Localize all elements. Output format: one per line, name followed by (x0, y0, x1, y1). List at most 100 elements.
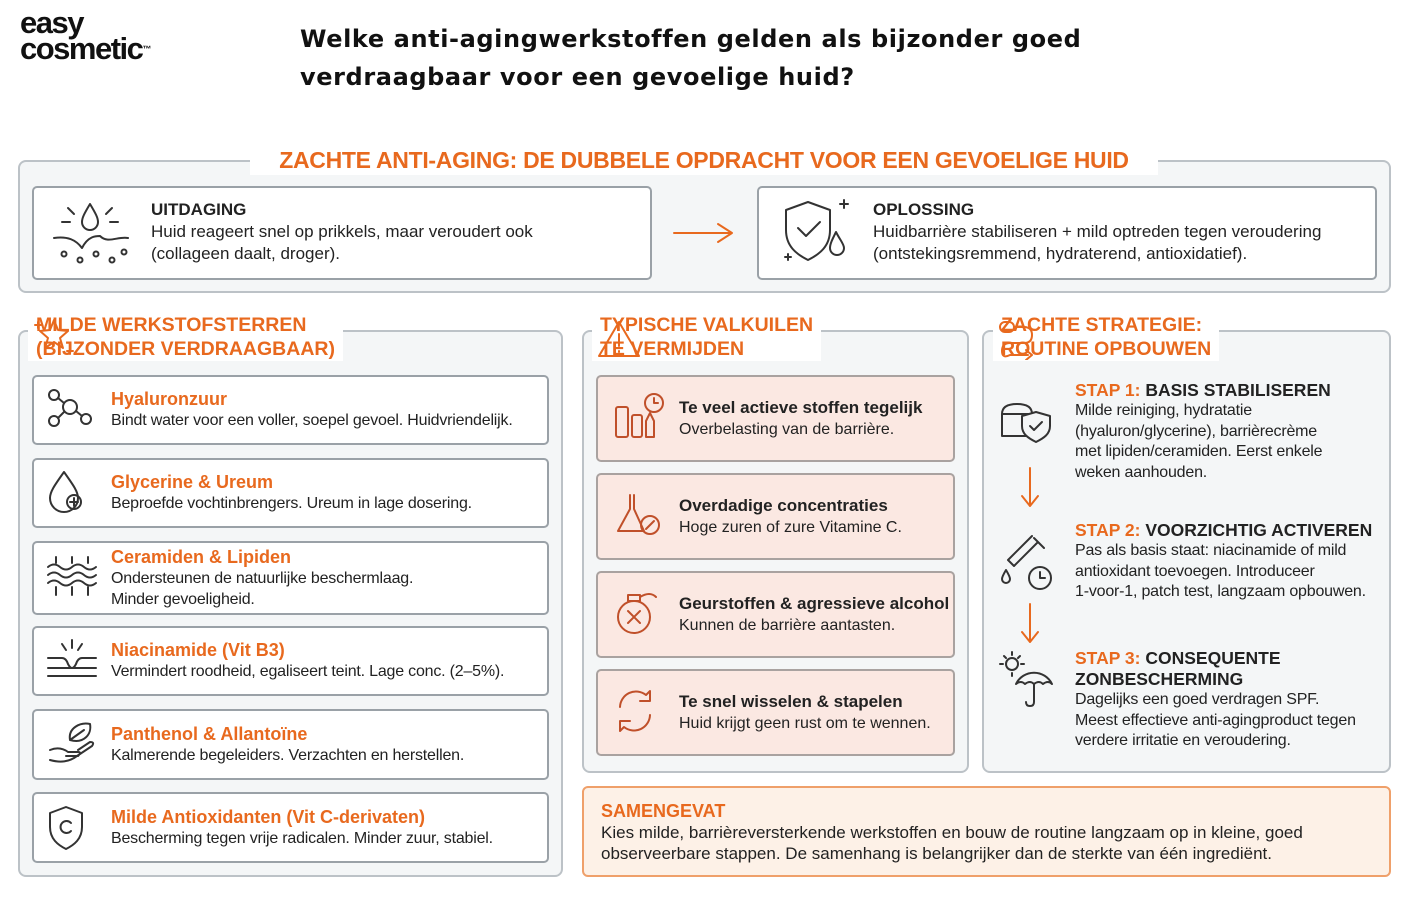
section-heading-line: TE VERMIJDEN (600, 338, 745, 360)
icon (1021, 467, 1039, 507)
icon-part (673, 223, 733, 243)
icon (49, 805, 83, 850)
icon (784, 199, 849, 261)
icon (999, 321, 1033, 360)
icon (673, 223, 733, 243)
pitfall-title: Geurstoffen & agressieve alcohol (679, 593, 950, 613)
icon-part (615, 406, 629, 438)
icon (47, 639, 97, 677)
icon-part (829, 231, 845, 256)
star-text: Vermindert roodheid, egaliseert teint. L… (111, 663, 505, 680)
star-name: Hyaluronzuur (111, 389, 228, 409)
section-heading-line: MILDE WERKSTOFSTERREN (36, 314, 307, 336)
step: STAP 2: VOORZICHTIG ACTIVEREN Pas als bas… (1075, 520, 1372, 603)
section-heading-line: TYPISCHE VALKUILEN (600, 314, 814, 336)
pitfall-text: Kunnen de barrière aantasten. (679, 616, 896, 634)
step-text: Pas als basis staat: niacinamide of mild (1075, 542, 1347, 559)
icon-part (627, 593, 657, 624)
section-heading-line: ZACHTE STRATEGIE: (1001, 314, 1203, 336)
pitfall-text: Overbelasting van de barrière. (679, 420, 895, 438)
step-title: STAP 3: CONSEQUENTE (1075, 648, 1356, 669)
summary-line: observeerbare stappen. De samenhang is b… (601, 844, 1272, 863)
icon-part (47, 667, 97, 677)
star-card: Milde Antioxidanten (Vit C-derivaten) Bes… (32, 792, 549, 863)
icon (49, 471, 82, 513)
step-text: weken aanhouden. (1075, 463, 1208, 481)
icon-part (1039, 571, 1046, 579)
icon-part (66, 494, 82, 510)
icon-part (1021, 603, 1039, 643)
question-line: verdraagbaar voor een gevoelige huid? (300, 63, 855, 91)
step-title: ZONBESCHERMING (1075, 669, 1356, 690)
solution-heading: OPLOSSING (873, 200, 975, 219)
icon-part (48, 389, 60, 401)
icon (53, 203, 129, 264)
challenge-text: UITDAGING Huid reageert snel op prikkels,… (151, 199, 533, 265)
icon-part (53, 235, 129, 249)
question-line: Welke anti-agingwerkstoffen gelden als b… (300, 25, 1082, 53)
icon-part (1015, 671, 1053, 707)
question: Welke anti-agingwerkstoffen gelden als b… (300, 20, 1081, 96)
step: STAP 3: CONSEQUENTE ZONBESCHERMING Dagelij… (1075, 648, 1356, 752)
challenge-line: (collageen daalt, droger). (151, 244, 341, 263)
star-name: Glycerine & Ureum (111, 472, 274, 492)
icon-part (645, 520, 655, 530)
icon-part (49, 471, 79, 513)
step-title: STAP 2: VOORZICHTIG ACTIVEREN (1075, 520, 1372, 541)
logo-mark: ™ (142, 44, 152, 54)
star-name: Panthenol & Allantoïne (111, 723, 308, 744)
challenge-heading: UITDAGING (151, 200, 247, 219)
star-text: Bindt water voor een voller, soepel gevo… (111, 412, 513, 429)
step-text: Meest effectieve anti-agingproduct tegen (1075, 711, 1356, 729)
step-title-text: BASIS STABILISEREN (1145, 380, 1331, 400)
icon-part (61, 207, 119, 223)
solution-card (757, 186, 1377, 280)
icon-part (61, 639, 83, 651)
step-label: STAP 1: (1075, 380, 1141, 400)
icon-part (39, 319, 69, 349)
pitfall-text: Hoge zuren of zure Vitamine C. (679, 518, 902, 536)
icon-part (1028, 566, 1052, 590)
star-text: Beproefde vochtinbrengers. Ureum in lage… (111, 495, 472, 512)
icon-part (619, 690, 651, 732)
logo: easy cosmetic™ (20, 7, 152, 66)
icon-part (55, 556, 89, 596)
icon (615, 393, 664, 438)
icon-part (57, 397, 83, 419)
step-label: STAP 2: (1075, 520, 1141, 540)
icon-part (598, 321, 640, 357)
step-text: met lipiden/ceramiden. Eerst enkele (1075, 443, 1323, 460)
icon-part (1005, 657, 1019, 671)
step-title-text: ZONBESCHERMING (1075, 669, 1244, 689)
icon-part (999, 321, 1015, 333)
star-card: Panthenol & Allantoïne Kalmerende begelei… (32, 709, 549, 780)
icon-part (1021, 467, 1039, 507)
star-text: Minder gevoeligheid. (111, 590, 255, 608)
icon-part (59, 819, 72, 834)
section-heading: MILDE WERKSTOFSTERREN (BIJZONDER VERDRAAG… (28, 313, 344, 361)
icon-part (49, 740, 95, 763)
solution-text: OPLOSSING Huidbarrière stabiliseren + mil… (873, 199, 1321, 265)
star-card: Glycerine & Ureum Beproefde vochtinbrenge… (32, 458, 549, 528)
icon-part (47, 563, 97, 587)
section-heading-line: ROUTINE OPBOUWEN (1001, 338, 1212, 360)
icon (49, 722, 95, 763)
summary-heading: SAMENGEVAT (601, 801, 726, 821)
icon (48, 389, 92, 427)
logo-line: cosmetic™ (20, 31, 152, 66)
icon-part (644, 393, 664, 413)
icon (598, 321, 640, 357)
step-text: (hyaluron/glycerine), barrièrecrème (1075, 422, 1317, 440)
step-title-text: CONSEQUENTE (1145, 648, 1281, 668)
icon-part (645, 412, 655, 438)
icon-part (47, 657, 97, 669)
icon-part (48, 415, 60, 427)
pitfall-card: Overdadige concentraties Hoge zuren of zu… (596, 473, 955, 560)
icon-part (1029, 421, 1043, 431)
icon-part (617, 494, 645, 532)
icon-part (60, 250, 68, 258)
strategy-panel (982, 330, 1391, 773)
icon-part (1001, 326, 1033, 360)
icon-part (76, 256, 84, 264)
